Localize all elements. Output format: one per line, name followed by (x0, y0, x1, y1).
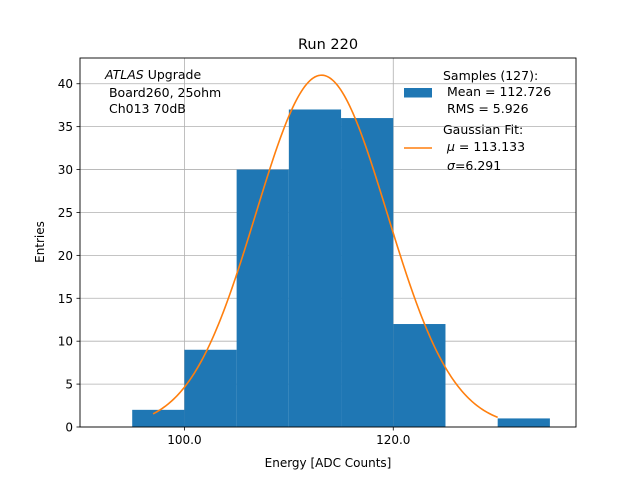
legend-fit-mu: μ = 113.133 (446, 139, 525, 154)
legend-samples-swatch (404, 88, 432, 98)
legend-sigma-symbol: σ (447, 158, 456, 173)
x-axis-label: Energy [ADC Counts] (265, 456, 392, 470)
legend-samples-mean: Mean = 112.726 (443, 84, 551, 99)
legend-samples-title: Samples (127): (443, 68, 538, 83)
atlas-annotation: ATLAS Upgrade Board260, 25ohm Ch013 70dB (104, 67, 221, 116)
legend: Samples (127): Mean = 112.726 RMS = 5.92… (404, 68, 551, 173)
legend-fit-title: Gaussian Fit: (443, 122, 523, 137)
legend-sigma-value: =6.291 (455, 158, 501, 173)
plot-frame (79, 57, 577, 428)
histogram-bar (288, 109, 342, 427)
histogram-bar (393, 324, 446, 427)
histogram-bar (236, 169, 289, 427)
annotation-upgrade: Upgrade (144, 67, 202, 82)
y-tick-label: 0 (65, 421, 73, 435)
annotation-line-3: Ch013 70dB (105, 101, 186, 116)
annotation-line-1: ATLAS Upgrade (104, 67, 201, 82)
annotation-line-2: Board260, 25ohm (105, 85, 221, 100)
histogram-bar (341, 118, 394, 428)
chart-title: Run 220 (298, 37, 358, 53)
fit-curve-group (152, 74, 498, 419)
histogram-bar (497, 418, 550, 427)
gaussian-fit-curve (152, 74, 498, 419)
legend-samples-rms: RMS = 5.926 (443, 101, 529, 116)
x-tick-label: 120.0 (376, 433, 410, 447)
annotation-atlas-italic: ATLAS (104, 67, 144, 82)
y-tick-label: 10 (58, 335, 73, 349)
legend-mu-value: = 113.133 (455, 139, 525, 154)
histogram-bar (184, 349, 237, 427)
legend-mu-symbol: μ (446, 139, 455, 154)
y-tick-label: 25 (58, 206, 73, 220)
histogram-bars (132, 109, 550, 428)
y-tick-label: 30 (58, 163, 73, 177)
y-tick-label: 35 (58, 120, 73, 134)
y-tick-label: 5 (65, 378, 73, 392)
axis-ticks: 0 5 10 15 20 25 30 35 40 100.0 120.0 (58, 77, 411, 447)
histogram-bar (132, 409, 185, 427)
y-tick-label: 40 (58, 77, 73, 91)
y-axis-label: Entries (33, 221, 47, 263)
y-tick-label: 15 (58, 292, 73, 306)
legend-fit-sigma: σ=6.291 (447, 158, 501, 173)
x-tick-label: 100.0 (167, 433, 201, 447)
y-tick-label: 20 (58, 249, 73, 263)
